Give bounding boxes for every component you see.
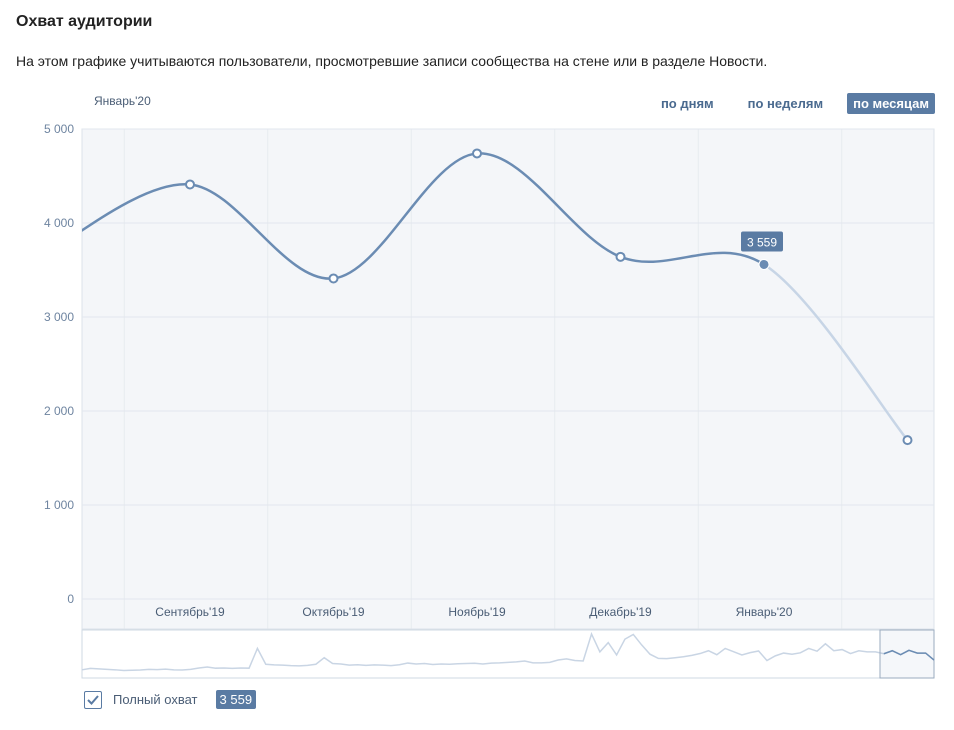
plot-background	[82, 129, 934, 629]
x-tick-label: Январь'20	[736, 605, 793, 619]
x-tick-label: Октябрь'19	[302, 605, 364, 619]
tab-by-months[interactable]: по месяцам	[847, 93, 935, 114]
series-line-partial	[763, 263, 909, 441]
chart-description: На этом графике учитываются пользователи…	[16, 53, 768, 69]
navigator-window	[879, 629, 935, 679]
page-title: Охват аудитории	[16, 13, 153, 30]
y-tick-label: 4 000	[44, 216, 74, 230]
checkmark-icon	[87, 694, 99, 705]
range-tabs: по дням по неделям по месяцам	[639, 93, 935, 114]
y-tick-label: 5 000	[44, 122, 74, 136]
highlighted-data-point	[758, 258, 770, 270]
data-point	[472, 148, 482, 159]
legend-label: Полный охват	[113, 692, 198, 707]
data-point	[185, 179, 195, 190]
y-tick-label: 2 000	[44, 404, 74, 418]
x-tick-label: Декабрь'19	[589, 605, 652, 619]
data-point	[902, 435, 913, 446]
legend: Полный охват 3 559	[84, 690, 257, 709]
y-tick-label: 0	[67, 592, 74, 606]
x-tick-label: Сентябрь'19	[155, 605, 225, 619]
value-tooltip	[741, 231, 783, 252]
navigator-frame	[81, 629, 935, 679]
y-tick-label: 3 000	[44, 310, 74, 324]
current-period-label: Январь'20	[94, 94, 151, 108]
tab-by-weeks[interactable]: по неделям	[747, 96, 824, 111]
reach-chart: 0 1 000 2 000 3 000 4 000 5 000 Сентябрь'19 Окт…	[44, 122, 935, 679]
x-tick-label: Ноябрь'19	[448, 605, 506, 619]
data-point	[615, 251, 626, 262]
y-tick-label: 1 000	[44, 498, 74, 512]
legend-value-badge: 3 559	[215, 690, 257, 709]
navigator-window-line	[883, 649, 935, 661]
full-reach-checkbox[interactable]	[84, 690, 102, 709]
tab-by-days[interactable]: по дням	[660, 96, 714, 111]
navigator-line	[81, 631, 935, 672]
value-tooltip-label: 3 559	[747, 235, 777, 249]
data-point	[328, 273, 339, 284]
